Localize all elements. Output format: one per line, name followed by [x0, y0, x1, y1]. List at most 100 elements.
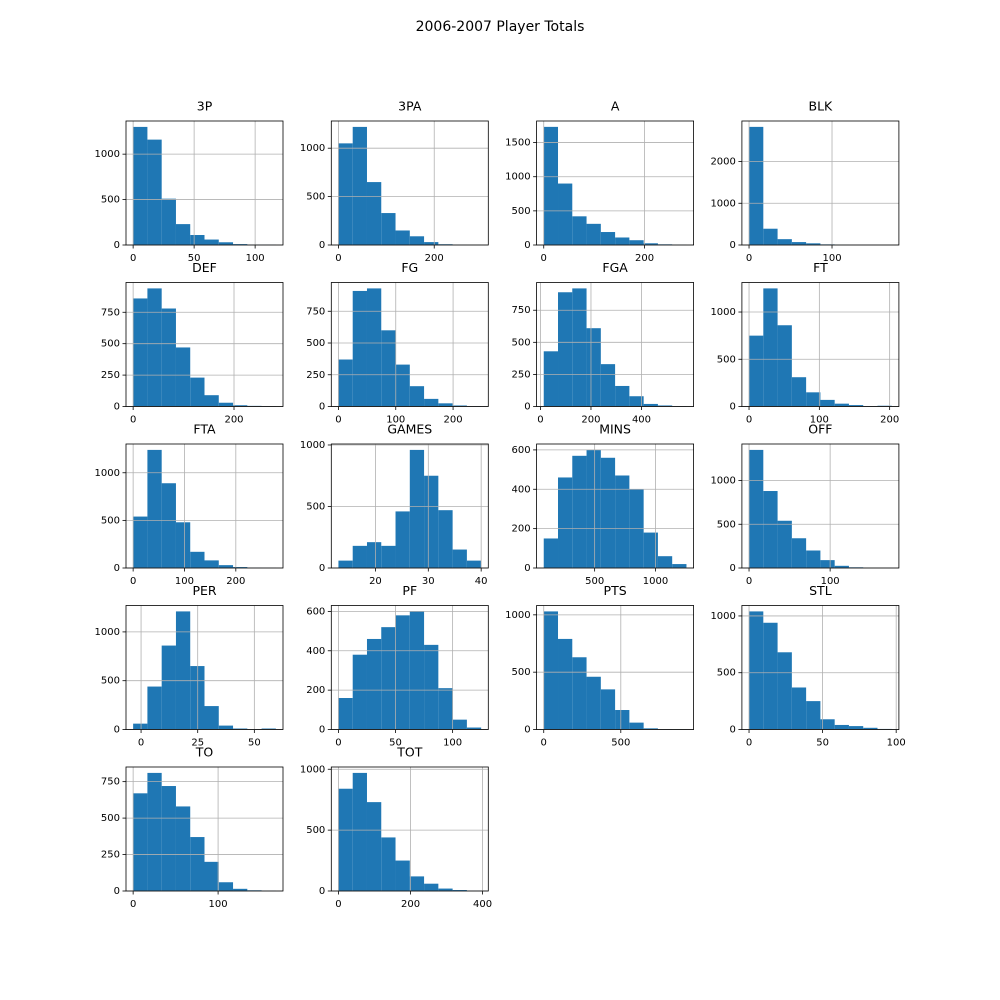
bar: [381, 837, 396, 891]
x-tick-label: 0: [130, 253, 136, 264]
bar: [190, 551, 205, 568]
axes-frame: [125, 766, 284, 892]
y-tick-label: 1000: [710, 198, 735, 209]
bar: [161, 198, 176, 245]
bar: [233, 405, 248, 407]
bar: [600, 364, 616, 407]
subplot-title: DEF: [192, 260, 217, 275]
x-tick-label: 0: [335, 738, 341, 749]
y-tick-label: 750: [101, 777, 120, 788]
bar: [233, 567, 248, 568]
bar: [175, 224, 191, 245]
bar: [381, 627, 396, 730]
bar: [161, 483, 176, 568]
bar: [643, 243, 658, 245]
bar: [338, 698, 353, 730]
y-tick-label: 0: [319, 240, 325, 251]
bar: [777, 652, 792, 730]
axes-frame: [125, 443, 284, 569]
bar: [452, 890, 467, 891]
axes-frame: [330, 443, 489, 569]
y-tick-label: 0: [319, 402, 325, 413]
bar: [133, 126, 148, 245]
y-tick-label: 500: [101, 339, 120, 350]
subplot: 0 50 100 0 200 400 600 PF: [306, 583, 489, 749]
y-tick-label: 500: [717, 668, 736, 679]
y-tick-label: 750: [306, 306, 325, 317]
bar: [133, 516, 148, 568]
bar: [834, 565, 849, 568]
x-tick-label: 0: [746, 415, 752, 426]
y-tick-label: 500: [306, 825, 325, 836]
bar: [175, 347, 191, 407]
bar: [629, 396, 644, 407]
x-tick-label: 0: [335, 415, 341, 426]
subplot-title: A: [611, 99, 620, 114]
x-tick-label: 0: [537, 415, 543, 426]
x-tick-label: 200: [880, 415, 899, 426]
y-tick-label: 0: [319, 725, 325, 736]
y-tick-label: 750: [101, 307, 120, 318]
subplot-title: BLK: [809, 99, 834, 114]
bar: [438, 888, 453, 891]
x-tick-label: 100: [822, 253, 841, 264]
y-tick-label: 400: [306, 646, 325, 657]
bar: [543, 611, 559, 730]
subplot-title: 3PA: [398, 99, 422, 114]
bar: [558, 183, 573, 245]
bar: [438, 403, 453, 407]
bar: [834, 403, 849, 407]
subplot: 0 200 400 0 500 1000 TOT: [300, 745, 492, 911]
y-tick-label: 500: [101, 676, 120, 687]
bar: [147, 686, 162, 730]
subplot: 0 100 0 250 500 750 TO: [101, 745, 284, 910]
axes-frame: [741, 282, 900, 407]
y-tick-label: 500: [101, 515, 120, 526]
bar: [147, 449, 162, 568]
bar: [806, 550, 821, 568]
bar: [466, 560, 482, 568]
bar: [643, 728, 658, 730]
axes-frame: [330, 605, 489, 730]
bar: [190, 235, 205, 245]
x-tick-label: 0: [130, 415, 136, 426]
axes-frame: [536, 120, 694, 246]
y-tick-label: 500: [101, 813, 120, 824]
bar: [452, 405, 467, 407]
bar: [147, 772, 162, 891]
y-tick-label: 250: [306, 370, 325, 381]
bar: [204, 395, 219, 407]
y-tick-label: 200: [512, 524, 531, 535]
y-tick-label: 1000: [300, 143, 325, 154]
x-tick-label: 0: [130, 576, 136, 587]
bar: [643, 532, 658, 568]
x-tick-label: 1000: [643, 576, 668, 587]
bar: [233, 728, 248, 730]
bar: [424, 475, 439, 568]
bar: [175, 806, 191, 891]
bar: [218, 725, 234, 730]
y-tick-label: 1000: [95, 627, 120, 638]
bar: [338, 359, 353, 407]
bar: [352, 126, 367, 245]
bar: [600, 457, 616, 568]
bar: [133, 723, 148, 730]
x-tick-label: 200: [224, 415, 243, 426]
x-tick-label: 400: [632, 415, 651, 426]
subplot-title: TOT: [396, 745, 422, 760]
x-tick-label: 50: [188, 253, 201, 264]
y-tick-label: 1000: [710, 307, 735, 318]
bar: [615, 475, 630, 568]
y-tick-label: 500: [512, 206, 531, 217]
y-tick-label: 500: [717, 354, 736, 365]
y-tick-label: 0: [730, 563, 736, 574]
bar: [615, 710, 630, 730]
y-tick-label: 0: [524, 402, 530, 413]
bar: [438, 688, 453, 730]
bar: [352, 772, 367, 891]
axes-frame: [330, 120, 489, 246]
bar: [749, 335, 764, 407]
bar: [558, 292, 573, 407]
bar: [586, 328, 601, 407]
